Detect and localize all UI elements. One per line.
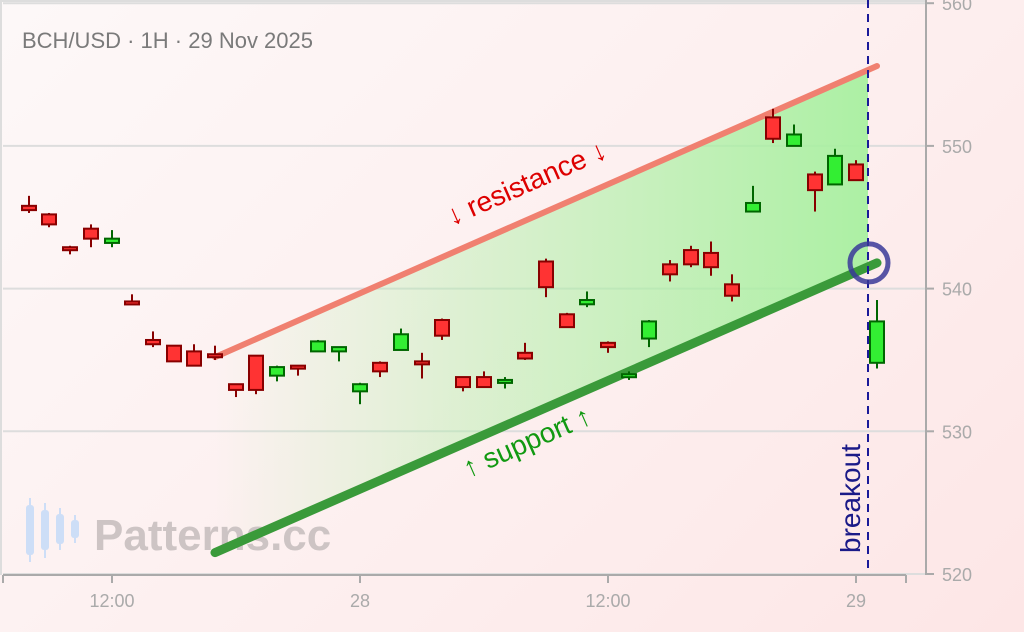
bearish-candle: [662, 260, 678, 282]
bearish-candle: [476, 371, 492, 389]
support-line: [210, 258, 882, 558]
bullish-candle: [745, 185, 761, 213]
bullish-candle: [786, 124, 802, 147]
bearish-candle: [41, 212, 57, 228]
bearish-candle: [124, 294, 140, 306]
bearish-candle: [765, 108, 781, 144]
bearish-candle: [414, 352, 430, 379]
watermark-logo-icon: [26, 498, 79, 562]
x-tick-label: 29: [846, 591, 866, 611]
bearish-candle: [83, 224, 99, 248]
candles: [21, 108, 885, 405]
y-tick-label: 550: [942, 137, 972, 157]
bearish-candle: [166, 344, 182, 363]
bearish-candle: [703, 241, 719, 276]
x-tick-label: 28: [350, 591, 370, 611]
bearish-candle: [455, 376, 471, 392]
bullish-candle: [393, 328, 409, 351]
bearish-candle: [207, 345, 223, 360]
bearish-candle: [228, 383, 244, 398]
bearish-candle: [683, 245, 699, 268]
bearish-candle: [21, 195, 37, 213]
bullish-candle: [621, 371, 637, 380]
y-tick-label: 560: [942, 0, 972, 14]
bullish-candle: [827, 148, 843, 186]
bearish-candle: [538, 258, 554, 298]
bearish-candle: [848, 160, 864, 182]
bullish-candle: [310, 339, 326, 353]
y-tick-label: 540: [942, 280, 972, 300]
y-tick-label: 530: [942, 422, 972, 442]
bullish-candle: [104, 230, 120, 248]
x-tick-label: 12:00: [585, 591, 630, 611]
bearish-candle: [248, 354, 264, 395]
bullish-candle: [869, 300, 885, 369]
bearish-candle: [434, 318, 450, 340]
bullish-candle: [352, 382, 368, 405]
bullish-candle: [497, 377, 513, 389]
chart-title: BCH/USD · 1H · 29 Nov 2025: [22, 28, 313, 53]
x-axis-ticks: 12:00 28 12:00 29: [2, 575, 907, 611]
channel-fill: [215, 69, 868, 553]
bearish-candle: [517, 342, 533, 360]
breakout-label: breakout: [835, 444, 866, 553]
bullish-candle: [331, 346, 347, 362]
bearish-candle: [145, 331, 161, 348]
bearish-candle: [807, 171, 823, 212]
bearish-candle: [600, 341, 616, 353]
bearish-candle: [372, 361, 388, 378]
bullish-candle: [641, 319, 657, 348]
bearish-candle: [290, 364, 306, 376]
resistance-line: [212, 62, 880, 361]
y-axis-ticks: 520 530 540 550 560: [926, 0, 972, 585]
breakout-circle: [847, 241, 891, 285]
y-tick-label: 520: [942, 565, 972, 585]
bearish-candle: [724, 274, 740, 302]
bullish-candle: [579, 291, 595, 308]
bullish-candle: [269, 365, 285, 382]
x-tick-label: 12:00: [89, 591, 134, 611]
bearish-candle: [186, 344, 202, 367]
bearish-candle: [559, 312, 575, 329]
bearish-candle: [62, 245, 78, 255]
